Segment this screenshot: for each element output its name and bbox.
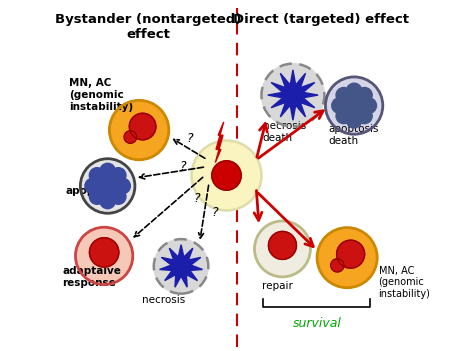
Circle shape: [124, 131, 137, 143]
Circle shape: [268, 231, 296, 259]
Text: ?: ?: [186, 132, 193, 145]
Circle shape: [357, 87, 372, 103]
Circle shape: [262, 64, 324, 127]
Text: adaptaive
response: adaptaive response: [62, 266, 121, 288]
Circle shape: [337, 240, 365, 268]
Text: Bystander (nontargeted)
effect: Bystander (nontargeted) effect: [55, 13, 241, 41]
Circle shape: [345, 94, 358, 107]
Text: ?: ?: [193, 192, 200, 205]
Circle shape: [109, 100, 169, 160]
Circle shape: [346, 83, 362, 99]
Circle shape: [331, 259, 344, 272]
Circle shape: [75, 227, 133, 285]
Text: apoptosis
death: apoptosis death: [329, 125, 379, 146]
Circle shape: [129, 113, 156, 140]
Circle shape: [100, 163, 115, 179]
Circle shape: [115, 178, 130, 194]
Text: necrosis: necrosis: [142, 294, 185, 305]
Circle shape: [98, 174, 111, 187]
Circle shape: [212, 161, 241, 190]
Text: repair: repair: [262, 281, 292, 291]
Circle shape: [90, 238, 119, 267]
Text: apoptosis: apoptosis: [66, 186, 123, 196]
Circle shape: [357, 108, 372, 124]
Circle shape: [98, 184, 111, 198]
Text: survival: survival: [293, 317, 342, 330]
Circle shape: [326, 77, 383, 134]
Circle shape: [336, 87, 351, 103]
Text: necrosis
death: necrosis death: [263, 121, 306, 143]
Circle shape: [110, 189, 126, 204]
Circle shape: [89, 168, 105, 183]
Circle shape: [191, 140, 262, 211]
Circle shape: [100, 193, 115, 209]
Text: ?: ?: [180, 160, 186, 173]
Circle shape: [107, 179, 120, 193]
Text: MN, AC
(genomic
instability): MN, AC (genomic instability): [379, 265, 430, 299]
Polygon shape: [268, 70, 318, 120]
Circle shape: [85, 178, 100, 194]
Circle shape: [89, 189, 105, 204]
Circle shape: [353, 99, 366, 112]
Circle shape: [346, 113, 362, 128]
Circle shape: [154, 239, 209, 294]
Circle shape: [332, 98, 347, 113]
Circle shape: [317, 227, 377, 288]
Polygon shape: [215, 122, 224, 163]
Polygon shape: [160, 245, 202, 287]
Circle shape: [345, 104, 358, 117]
Circle shape: [336, 108, 351, 124]
Circle shape: [255, 221, 310, 277]
Circle shape: [361, 98, 376, 113]
Circle shape: [110, 168, 126, 183]
Text: ?: ?: [211, 206, 218, 219]
Circle shape: [81, 159, 135, 213]
Text: Direct (targeted) effect: Direct (targeted) effect: [233, 13, 409, 26]
Text: MN, AC
(genomic
instability): MN, AC (genomic instability): [69, 79, 133, 112]
